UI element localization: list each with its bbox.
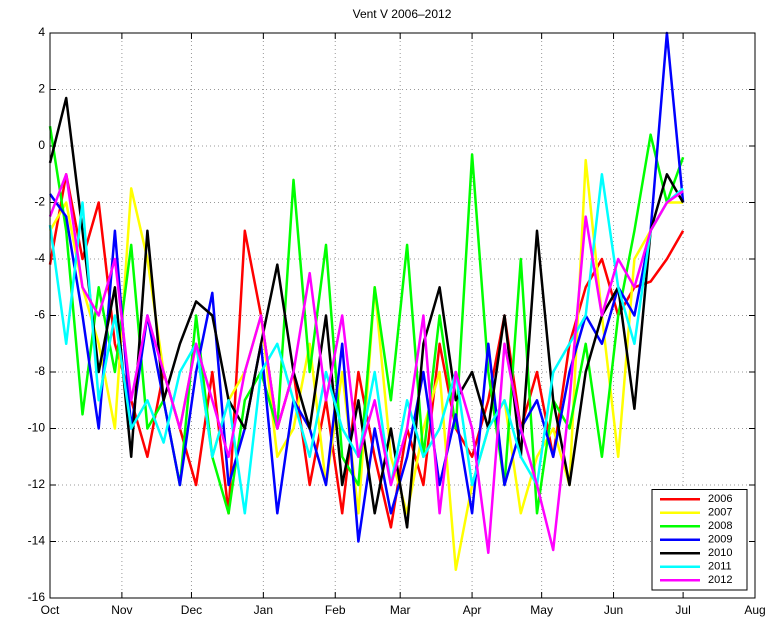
y-tick-label: 0 xyxy=(38,138,45,152)
x-tick-label: Dec xyxy=(181,603,202,617)
series-line xyxy=(48,126,685,515)
y-tick-label: -14 xyxy=(28,534,46,548)
y-tick-label: -6 xyxy=(34,308,45,322)
series-line xyxy=(48,31,685,543)
series-line xyxy=(48,173,684,515)
legend-label: 2012 xyxy=(708,574,732,586)
y-tick-label: -8 xyxy=(34,364,45,378)
y-tick-label: -12 xyxy=(28,477,46,491)
y-tick-label: 2 xyxy=(38,82,45,96)
y-tick-label: -4 xyxy=(34,251,45,265)
legend-label: 2009 xyxy=(708,534,732,546)
x-tick-label: Aug xyxy=(744,603,765,617)
y-tick-label: -10 xyxy=(28,421,46,435)
legend-label: 2006 xyxy=(708,493,732,505)
x-tick-label: Jan xyxy=(254,603,273,617)
y-tick-label: 4 xyxy=(38,25,45,39)
legend-label: 2010 xyxy=(708,547,732,559)
x-tick-label: May xyxy=(530,603,553,617)
series-line xyxy=(48,96,685,529)
x-tick-label: Mar xyxy=(390,603,411,617)
legend-label: 2008 xyxy=(708,520,732,532)
x-tick-label: Nov xyxy=(111,603,132,617)
series-line xyxy=(48,173,684,555)
plot-frame xyxy=(49,32,756,599)
chart-title: Vent V 2006–2012 xyxy=(353,7,452,21)
y-tick-label: -2 xyxy=(34,195,45,209)
x-tick-label: Apr xyxy=(463,603,482,617)
x-tick-label: Jun xyxy=(604,603,623,617)
x-tick-label: Oct xyxy=(41,603,60,617)
legend-label: 2007 xyxy=(708,507,732,519)
y-tick-label: -16 xyxy=(28,590,46,604)
x-tick-label: Feb xyxy=(325,603,346,617)
legend-label: 2011 xyxy=(708,561,732,573)
x-tick-label: Jul xyxy=(675,603,690,617)
